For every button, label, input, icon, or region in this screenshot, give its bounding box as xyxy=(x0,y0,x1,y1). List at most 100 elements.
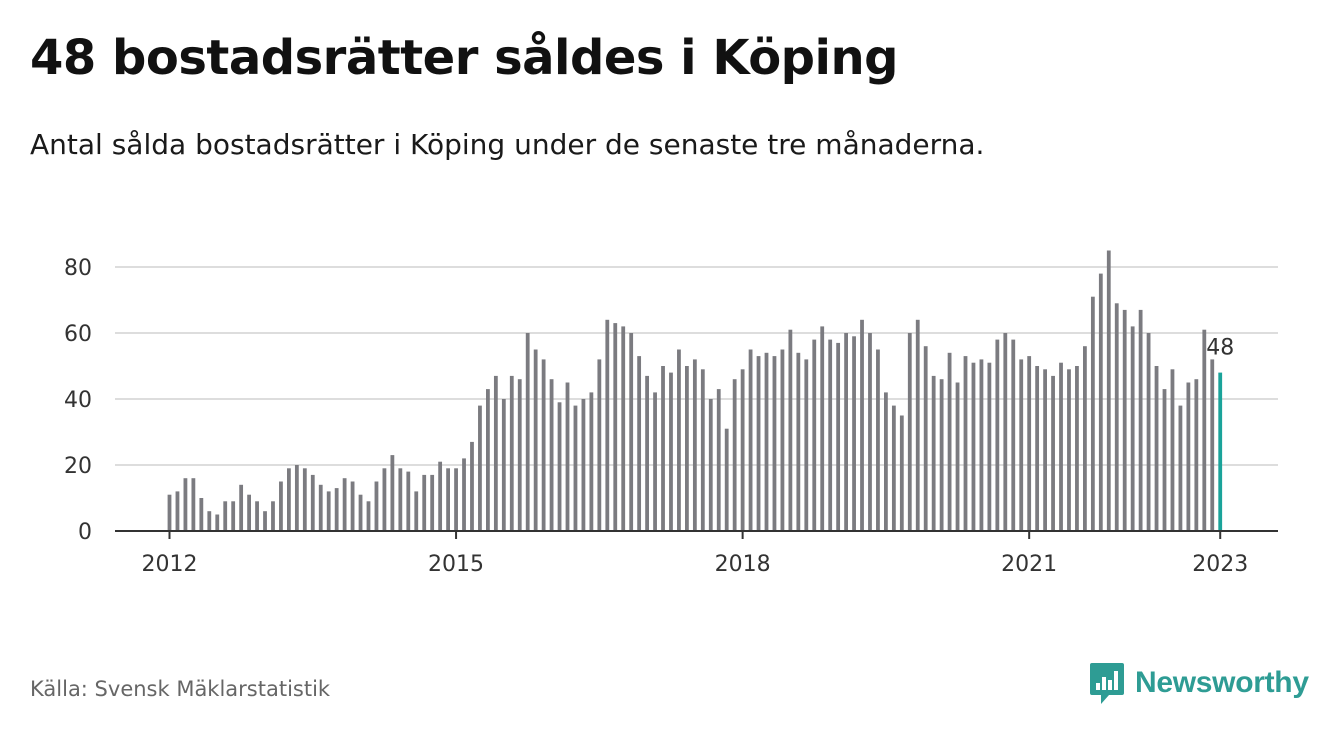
bar xyxy=(390,455,395,531)
bar xyxy=(207,511,212,531)
bar xyxy=(1178,405,1183,531)
bar xyxy=(279,481,283,531)
bar xyxy=(812,339,817,531)
bar xyxy=(979,359,984,531)
bar xyxy=(685,366,689,531)
bar xyxy=(1114,303,1119,531)
bar xyxy=(884,392,888,531)
bar xyxy=(891,405,896,531)
bar xyxy=(223,501,228,531)
bar xyxy=(700,369,705,531)
bar xyxy=(923,346,928,531)
bar xyxy=(1011,339,1016,531)
bar xyxy=(708,399,713,531)
bar xyxy=(995,339,1000,531)
bar xyxy=(342,478,347,531)
bars xyxy=(167,250,1223,531)
bar xyxy=(334,488,339,531)
x-tick-label: 2012 xyxy=(142,552,198,577)
bar xyxy=(1043,369,1047,531)
bar xyxy=(677,349,681,531)
bar xyxy=(438,461,443,531)
bar xyxy=(844,333,848,531)
bar xyxy=(263,511,267,531)
bar xyxy=(1146,333,1151,531)
bar xyxy=(661,366,665,531)
y-tick-label: 0 xyxy=(78,520,92,545)
bar xyxy=(478,405,482,531)
bar xyxy=(183,478,188,531)
bar xyxy=(565,382,570,531)
bar xyxy=(486,389,490,531)
bar xyxy=(915,319,920,531)
bar xyxy=(716,389,721,531)
bar xyxy=(1202,329,1207,531)
bar xyxy=(820,326,825,531)
bar xyxy=(255,501,259,531)
bar xyxy=(804,359,809,531)
bar xyxy=(350,481,355,531)
bar xyxy=(462,458,466,531)
brand-logo: Newsworthy xyxy=(1089,660,1309,706)
bar xyxy=(239,484,244,531)
bar xyxy=(422,474,427,531)
bar xyxy=(175,491,180,531)
bar xyxy=(987,362,992,531)
bar xyxy=(310,474,315,531)
bar xyxy=(501,399,506,531)
bar xyxy=(828,339,833,531)
bar xyxy=(637,356,642,531)
bar xyxy=(939,379,944,531)
newsworthy-logo-icon xyxy=(1090,663,1124,704)
bar xyxy=(899,415,904,531)
bar xyxy=(1170,369,1175,531)
chart-subtitle: Antal sålda bostadsrätter i Köping under… xyxy=(30,128,985,161)
brand-name: Newsworthy xyxy=(1135,666,1309,699)
bar xyxy=(406,471,411,531)
bar xyxy=(454,468,458,531)
chart-title: 48 bostadsrätter såldes i Köping xyxy=(30,30,899,86)
bar xyxy=(541,359,546,531)
bar xyxy=(533,349,538,531)
bar xyxy=(947,352,952,531)
bar xyxy=(931,375,936,531)
bar xyxy=(971,362,976,531)
bar xyxy=(199,498,204,531)
x-axis-ticks: 2012 2015 2018 2021 2023 xyxy=(142,531,1248,577)
bar xyxy=(780,349,785,531)
bar xyxy=(860,319,864,531)
bar xyxy=(724,428,729,531)
x-tick-label: 2023 xyxy=(1192,552,1248,577)
bar xyxy=(358,494,363,531)
bar xyxy=(557,402,562,531)
bar xyxy=(963,356,968,531)
bar xyxy=(1027,356,1032,531)
bar xyxy=(796,352,801,531)
bar xyxy=(549,379,554,531)
bar xyxy=(167,494,172,531)
bar xyxy=(764,352,769,531)
bar xyxy=(1090,296,1095,531)
bar xyxy=(645,375,649,531)
bar xyxy=(231,501,236,531)
bar xyxy=(326,491,331,531)
bar xyxy=(509,375,514,531)
bar xyxy=(1083,346,1087,531)
bar xyxy=(740,369,745,531)
bar xyxy=(374,481,379,531)
bar xyxy=(669,372,673,531)
bar xyxy=(294,465,299,531)
y-axis-ticks: 0 20 40 60 80 xyxy=(64,256,92,545)
bar xyxy=(597,359,602,531)
bar xyxy=(955,382,960,531)
bar xyxy=(191,478,196,531)
bar xyxy=(756,356,761,531)
bar xyxy=(1067,369,1071,531)
bar xyxy=(868,333,872,531)
bar xyxy=(1210,359,1215,531)
bar xyxy=(1194,379,1199,531)
bar xyxy=(653,392,657,531)
bar xyxy=(525,333,530,531)
bar xyxy=(247,494,251,531)
bar xyxy=(629,333,634,531)
